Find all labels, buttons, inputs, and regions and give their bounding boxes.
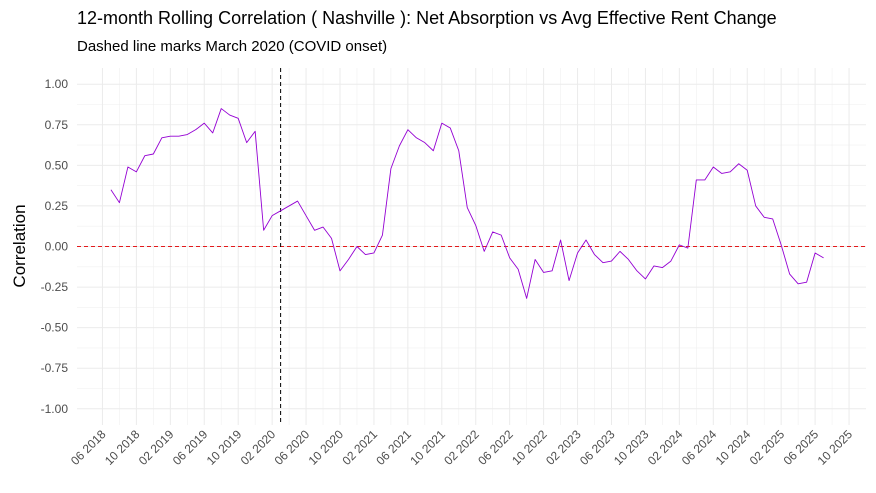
y-tick-label: -0.50 bbox=[41, 321, 69, 335]
y-axis-ticks: 1.00 0.75 0.50 0.25 0.00 -0.25 -0.50 -0.75 -1.00 bbox=[41, 77, 69, 416]
x-tick-label: 02 2021 bbox=[339, 427, 380, 468]
x-tick-label: 06 2022 bbox=[475, 427, 516, 468]
x-tick-label: 02 2020 bbox=[238, 427, 279, 468]
x-tick-label: 02 2019 bbox=[136, 427, 177, 468]
x-tick-label: 10 2025 bbox=[815, 427, 856, 468]
x-tick-label: 10 2022 bbox=[509, 427, 550, 468]
chart-subtitle: Dashed line marks March 2020 (COVID onse… bbox=[77, 38, 388, 55]
x-tick-label: 10 2023 bbox=[611, 427, 652, 468]
x-tick-label: 06 2024 bbox=[679, 427, 720, 468]
x-tick-label: 06 2018 bbox=[68, 427, 109, 468]
x-tick-label: 10 2020 bbox=[306, 427, 347, 468]
x-tick-label: 06 2025 bbox=[781, 427, 822, 468]
y-tick-label: -1.00 bbox=[41, 402, 69, 416]
y-axis-label: Correlation bbox=[10, 204, 29, 287]
x-tick-label: 02 2024 bbox=[645, 427, 686, 468]
series-line bbox=[110, 108, 824, 299]
x-tick-label: 06 2021 bbox=[373, 427, 414, 468]
y-tick-label: 0.50 bbox=[45, 158, 69, 172]
y-tick-label: 1.00 bbox=[45, 77, 69, 91]
y-tick-label: -0.25 bbox=[41, 280, 69, 294]
y-tick-label: 0.75 bbox=[45, 118, 69, 132]
x-tick-label: 06 2023 bbox=[577, 427, 618, 468]
series-lines bbox=[110, 108, 824, 299]
x-tick-label: 02 2025 bbox=[747, 427, 788, 468]
x-tick-label: 02 2023 bbox=[543, 427, 584, 468]
x-tick-label: 10 2024 bbox=[713, 427, 754, 468]
y-tick-label: 0.00 bbox=[45, 240, 69, 254]
y-tick-label: 0.25 bbox=[45, 199, 69, 213]
x-tick-label: 02 2022 bbox=[441, 427, 482, 468]
y-tick-label: -0.75 bbox=[41, 361, 69, 375]
reference-lines bbox=[77, 68, 866, 425]
chart-title: 12-month Rolling Correlation ( Nashville… bbox=[77, 8, 777, 28]
x-tick-label: 10 2018 bbox=[102, 427, 143, 468]
x-tick-label: 06 2020 bbox=[272, 427, 313, 468]
x-tick-label: 10 2019 bbox=[204, 427, 245, 468]
x-tick-label: 10 2021 bbox=[407, 427, 448, 468]
x-tick-label: 06 2019 bbox=[170, 427, 211, 468]
